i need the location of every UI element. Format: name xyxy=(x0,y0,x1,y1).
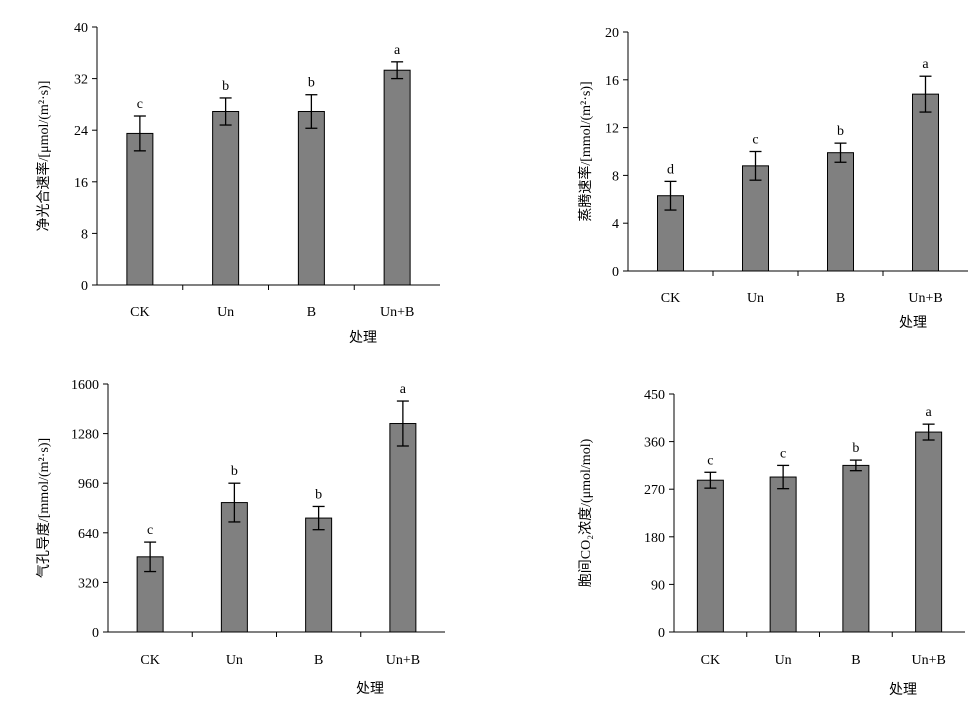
bar-ck xyxy=(126,132,154,286)
bar-b xyxy=(842,464,870,633)
significance-label: a xyxy=(926,405,933,420)
y-tick-label: 8 xyxy=(612,169,619,184)
y-tick-label: 960 xyxy=(78,477,99,492)
y-tick-label: 0 xyxy=(81,279,88,294)
y-tick-label: 20 xyxy=(605,26,619,41)
x-category-label: Un xyxy=(226,653,243,668)
x-category-label: Un+B xyxy=(380,305,414,320)
significance-label: b xyxy=(852,441,859,456)
y-axis-title: 胞间CO₂浓度/(μmol/mol) xyxy=(578,438,594,587)
significance-label: b xyxy=(308,76,315,91)
y-tick-label: 16 xyxy=(74,176,88,191)
significance-label: a xyxy=(394,43,401,58)
significance-label: b xyxy=(231,464,238,479)
x-axis-title: 处理 xyxy=(899,315,927,331)
significance-label: c xyxy=(147,523,153,538)
bar-b xyxy=(827,152,854,272)
x-category-label: CK xyxy=(140,653,159,668)
y-tick-label: 450 xyxy=(644,388,665,403)
x-category-label: CK xyxy=(701,653,720,668)
bar-un-plus-b xyxy=(912,93,939,272)
x-axis-title: 处理 xyxy=(356,681,384,697)
bar-un-plus-b xyxy=(383,69,411,286)
bar-un xyxy=(212,110,240,286)
y-axis-title: 蒸腾速率/[mmol/(m²·s)] xyxy=(577,81,594,221)
bar-b xyxy=(297,110,325,286)
y-tick-label: 32 xyxy=(74,73,88,88)
chart-transpiration-rate: 0 4 8 12 16 20 d CK c Un b Ba Un+B 蒸腾速率/[mmol/(m²·s)]… xyxy=(577,26,968,331)
bar-un-plus-b xyxy=(389,423,417,633)
y-tick-label: 1600 xyxy=(71,378,99,393)
y-tick-label: 640 xyxy=(78,527,99,542)
y-tick-label: 40 xyxy=(74,21,88,36)
y-tick-label: 360 xyxy=(644,436,665,451)
y-tick-label: 270 xyxy=(644,483,665,498)
significance-label: c xyxy=(137,97,143,112)
y-axis-title: 净光合速率/[μmol/(m²·s)] xyxy=(35,81,52,232)
y-tick-label: 24 xyxy=(74,124,88,139)
x-axis-title: 处理 xyxy=(349,330,377,346)
x-category-label: Un+B xyxy=(386,653,420,668)
bar-un xyxy=(769,476,797,633)
x-category-label: Un xyxy=(775,653,792,668)
significance-label: c xyxy=(780,446,786,461)
x-category-label: CK xyxy=(661,291,680,306)
y-tick-label: 0 xyxy=(92,626,99,641)
significance-label: b xyxy=(837,124,844,139)
y-tick-label: 320 xyxy=(78,576,99,591)
bar-ck xyxy=(696,479,724,633)
bar-un-plus-b xyxy=(915,431,943,633)
y-tick-label: 12 xyxy=(605,122,619,137)
x-category-label: Un+B xyxy=(908,291,942,306)
x-category-label: B xyxy=(314,653,323,668)
y-tick-label: 90 xyxy=(651,578,665,593)
bar-un xyxy=(742,165,769,272)
bar-b xyxy=(305,517,333,633)
y-tick-label: 8 xyxy=(81,227,88,242)
y-tick-label: 0 xyxy=(612,265,619,280)
x-category-label: B xyxy=(836,291,845,306)
x-category-label: Un+B xyxy=(911,653,945,668)
significance-label: a xyxy=(922,57,929,72)
chart-stomatal-conductance: 0 320 640 960 1280 1600 c CK b Un b Ba Un+B 气孔导度/[mmo… xyxy=(36,378,445,697)
x-category-label: Un xyxy=(217,305,234,320)
y-tick-label: 1280 xyxy=(71,428,99,443)
significance-label: d xyxy=(667,162,674,177)
significance-label: c xyxy=(752,133,758,148)
y-axis-title: 气孔导度/[mmol/(m²·s)] xyxy=(36,438,52,578)
chart-intercellular-co2: 0 90 180 270 360 450 c CK c Un b Ba Un+B 胞间CO₂浓度/(μmo… xyxy=(578,388,965,698)
significance-label: b xyxy=(222,79,229,94)
significance-label: c xyxy=(707,453,713,468)
x-axis-title: 处理 xyxy=(889,682,917,698)
y-tick-label: 180 xyxy=(644,531,665,546)
x-category-label: B xyxy=(851,653,860,668)
x-category-label: Un xyxy=(747,291,764,306)
significance-label: a xyxy=(400,382,407,397)
x-category-label: CK xyxy=(130,305,149,320)
significance-label: b xyxy=(315,487,322,502)
y-tick-label: 16 xyxy=(605,74,619,89)
y-tick-label: 0 xyxy=(658,626,665,641)
x-category-label: B xyxy=(307,305,316,320)
y-tick-label: 4 xyxy=(612,217,619,232)
chart-net-photosynthesis: 0 8 16 24 32 40 c CK b Un b Ba Un+B 净光合速率/[μmol/(m²·s… xyxy=(35,21,440,346)
